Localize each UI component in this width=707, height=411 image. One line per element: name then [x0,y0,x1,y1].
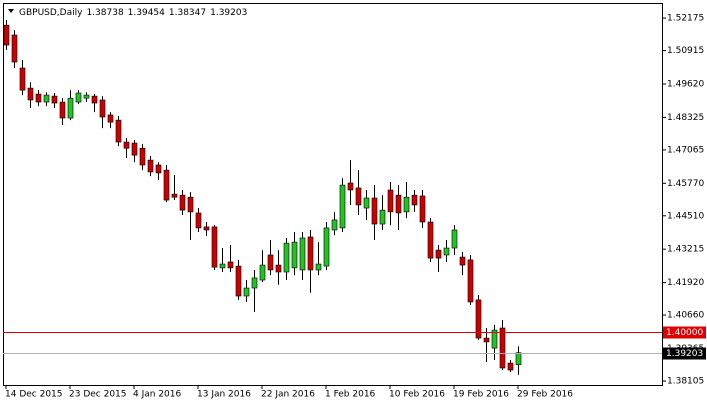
candle-body [115,119,122,143]
candle-body [251,277,258,289]
last-open: 1.38738 [86,8,123,18]
x-tick-label: 14 Dec 2015 [5,390,63,400]
candle-body [427,221,434,259]
candle-body [291,241,298,269]
candle-body [451,229,458,249]
candle-body [419,195,426,223]
x-tick-label: 13 Jan 2016 [197,390,251,400]
y-tick-label: 1.44510 [667,211,704,221]
candle-body [227,261,234,269]
x-tick-label: 1 Feb 2016 [325,390,376,400]
candle-body [267,254,274,271]
candle-body [499,327,506,369]
candle-body [363,197,370,209]
candle-body [11,34,18,63]
candle-body [491,329,498,349]
last-low: 1.38347 [169,8,206,18]
candle-body [91,95,98,104]
candle-body [187,196,194,213]
candle-body [171,193,178,198]
level-label: 1.40000 [666,328,703,338]
candle-body [259,264,266,281]
candle-body [299,237,306,271]
candle-body [411,194,418,206]
candle-body [347,182,354,191]
candle-body [195,212,202,229]
candle-body [67,97,74,119]
y-tick-label: 1.45770 [667,179,704,189]
candle-body [515,352,522,365]
header: GBPUSD,Daily 1.38738 1.39454 1.38347 1.39203 [19,8,247,18]
candle-body [203,226,210,231]
y-tick-label: 1.52175 [667,14,704,24]
candle-body [211,226,218,268]
candle-body [339,184,346,229]
candle-body [83,94,90,99]
candle-body [435,249,442,259]
candle-body [19,67,26,91]
x-tick-label: 29 Feb 2016 [517,390,573,400]
candle-body [3,24,10,46]
candle-body [179,194,186,211]
plot-frame [3,3,663,386]
candle-body [507,362,514,371]
candle-body [139,147,146,166]
candle-body [155,164,162,174]
candle-body [51,95,58,104]
candle-body [131,142,138,156]
candle-body [275,264,282,273]
candle-body [387,189,394,213]
y-tick-label: 1.41920 [667,278,704,288]
y-tick-label: 1.50915 [667,46,704,56]
last-close: 1.39203 [210,8,247,18]
candle-body [483,337,490,343]
candle-body [59,101,66,119]
candle-body [395,194,402,214]
candle-body [323,227,330,267]
y-tick-label: 1.43215 [667,245,704,255]
y-tick-label: 1.48325 [667,113,704,123]
candle-body [147,159,154,173]
candle-body [443,247,450,256]
level-label-box [663,326,706,339]
candle-body [43,94,50,103]
candle-body [315,263,322,271]
candle-body [35,93,42,103]
candle-body [475,299,482,339]
candle-body [243,287,250,297]
candle-body [379,209,386,225]
x-tick-label: 10 Feb 2016 [389,390,445,400]
chart-title: GBPUSD,Daily [19,8,83,18]
candle-body [219,263,226,269]
candle-body [107,114,114,123]
x-tick-label: 19 Feb 2016 [453,390,509,400]
menu-triangle [8,9,14,13]
y-tick-label: 1.40660 [667,311,704,321]
candle-body [123,141,130,149]
x-tick-label: 4 Jan 2016 [133,390,181,400]
last-high: 1.39454 [128,8,165,18]
y-tick-label: 1.49620 [667,79,704,89]
candle-body [75,92,82,103]
y-tick-label: 1.38105 [667,377,704,387]
candle-body [467,259,474,303]
candle-body [371,197,378,225]
price-label-box [663,347,706,360]
price-label: 1.39203 [666,349,703,359]
candle-body [235,265,242,297]
candle-body [459,256,466,266]
candle-body [283,242,290,273]
candle-body [99,99,106,118]
x-tick-label: 22 Jan 2016 [261,390,315,400]
candle-body [331,219,338,231]
candle-body [355,187,362,206]
y-tick-label: 1.47065 [667,145,704,155]
x-tick-label: 23 Dec 2015 [69,390,127,400]
candle-body [27,87,34,101]
candle-body [307,236,314,271]
candle-body [403,196,410,213]
candle-body [163,169,170,201]
